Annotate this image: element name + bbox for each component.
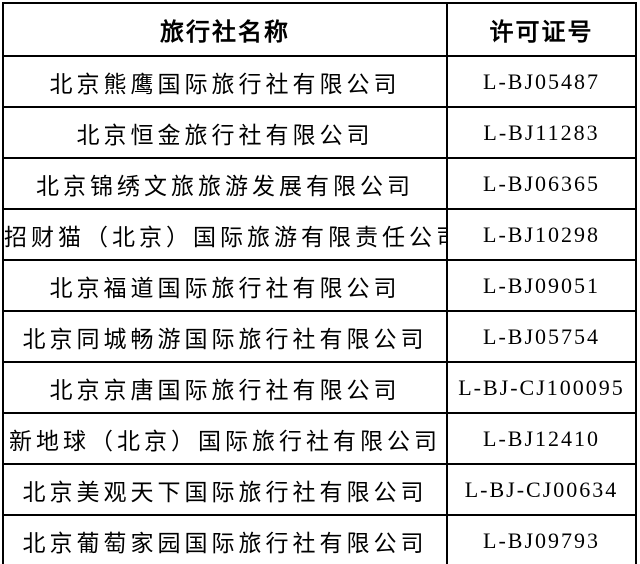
license-number-cell: L-BJ11283 bbox=[446, 106, 637, 159]
column-header-agency-name: 旅行社名称 bbox=[2, 2, 448, 57]
table-row: 招财猫（北京）国际旅游有限责任公司 L-BJ10298 bbox=[2, 208, 637, 261]
table-row: 北京福道国际旅行社有限公司 L-BJ09051 bbox=[2, 259, 637, 312]
column-header-license-number: 许可证号 bbox=[446, 2, 637, 57]
license-number-cell: L-BJ-CJ00634 bbox=[446, 463, 637, 516]
agency-name-cell: 北京恒金旅行社有限公司 bbox=[2, 106, 448, 159]
table-row: 北京京唐国际旅行社有限公司 L-BJ-CJ100095 bbox=[2, 361, 637, 414]
agency-name-cell: 北京美观天下国际旅行社有限公司 bbox=[2, 463, 448, 516]
license-number-cell: L-BJ09793 bbox=[446, 514, 637, 564]
header-row: 旅行社名称 许可证号 bbox=[2, 2, 637, 57]
license-number-cell: L-BJ06365 bbox=[446, 157, 637, 210]
license-number-cell: L-BJ05487 bbox=[446, 55, 637, 108]
agency-name-cell: 北京熊鹰国际旅行社有限公司 bbox=[2, 55, 448, 108]
agency-name-cell: 北京葡萄家园国际旅行社有限公司 bbox=[2, 514, 448, 564]
license-number-cell: L-BJ05754 bbox=[446, 310, 637, 363]
license-number-cell: L-BJ09051 bbox=[446, 259, 637, 312]
agency-name-cell: 北京福道国际旅行社有限公司 bbox=[2, 259, 448, 312]
table-row: 北京葡萄家园国际旅行社有限公司 L-BJ09793 bbox=[2, 514, 637, 564]
table-row: 北京美观天下国际旅行社有限公司 L-BJ-CJ00634 bbox=[2, 463, 637, 516]
license-number-cell: L-BJ-CJ100095 bbox=[446, 361, 637, 414]
agency-name-cell: 北京锦绣文旅旅游发展有限公司 bbox=[2, 157, 448, 210]
table-row: 新地球（北京）国际旅行社有限公司 L-BJ12410 bbox=[2, 412, 637, 465]
license-number-cell: L-BJ10298 bbox=[446, 208, 637, 261]
table-row: 北京恒金旅行社有限公司 L-BJ11283 bbox=[2, 106, 637, 159]
table-row: 北京同城畅游国际旅行社有限公司 L-BJ05754 bbox=[2, 310, 637, 363]
table-row: 北京熊鹰国际旅行社有限公司 L-BJ05487 bbox=[2, 55, 637, 108]
table-row: 北京锦绣文旅旅游发展有限公司 L-BJ06365 bbox=[2, 157, 637, 210]
agency-name-cell: 新地球（北京）国际旅行社有限公司 bbox=[2, 412, 448, 465]
agency-name-cell: 北京同城畅游国际旅行社有限公司 bbox=[2, 310, 448, 363]
agency-name-cell: 招财猫（北京）国际旅游有限责任公司 bbox=[2, 208, 448, 261]
agency-name-cell: 北京京唐国际旅行社有限公司 bbox=[2, 361, 448, 414]
license-number-cell: L-BJ12410 bbox=[446, 412, 637, 465]
